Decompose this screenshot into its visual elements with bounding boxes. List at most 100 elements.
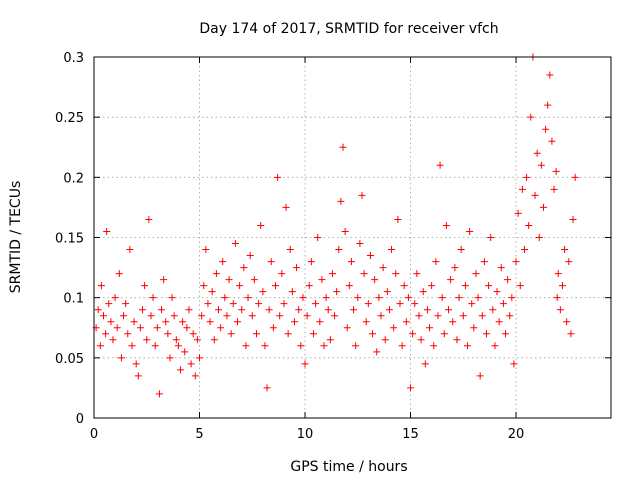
data-point	[563, 318, 571, 326]
data-point	[225, 276, 233, 284]
data-point	[434, 312, 442, 320]
data-point	[523, 173, 531, 181]
data-point	[474, 294, 482, 302]
data-point	[537, 161, 545, 169]
data-point	[274, 173, 282, 181]
data-point	[257, 221, 265, 229]
data-point	[301, 360, 309, 368]
data-point	[215, 306, 223, 314]
data-point	[569, 215, 577, 223]
data-point	[261, 342, 269, 350]
data-point	[520, 246, 528, 254]
data-point	[415, 312, 423, 320]
chart-title: Day 174 of 2017, SRMTID for receiver vfc…	[199, 21, 498, 37]
data-point	[206, 318, 214, 326]
data-point	[248, 312, 256, 320]
data-point	[314, 234, 322, 241]
data-point	[343, 324, 351, 332]
data-point	[288, 288, 296, 296]
data-point	[375, 294, 383, 302]
data-point	[305, 282, 313, 290]
data-point	[160, 276, 168, 284]
data-point	[407, 384, 415, 392]
y-tick-label: 0.15	[55, 232, 84, 247]
data-point	[499, 300, 507, 308]
data-point	[390, 324, 398, 332]
data-point	[124, 330, 132, 338]
x-axis-label: GPS time / hours	[290, 459, 407, 475]
data-point	[111, 294, 119, 302]
data-point	[128, 342, 136, 350]
data-point	[371, 276, 379, 284]
x-tick-label: 15	[402, 427, 419, 442]
data-point	[113, 324, 121, 332]
data-point	[480, 258, 488, 266]
data-point	[337, 197, 345, 205]
data-point	[455, 294, 463, 302]
gridlines	[94, 57, 611, 418]
data-point	[352, 342, 360, 350]
data-point	[392, 270, 400, 278]
data-point	[318, 276, 326, 284]
x-tick-label: 10	[297, 427, 314, 442]
data-point	[309, 330, 317, 338]
data-point	[210, 336, 218, 344]
data-point	[166, 354, 174, 362]
data-point	[99, 312, 107, 320]
data-point	[120, 312, 128, 320]
data-point	[556, 306, 564, 314]
data-point	[482, 330, 490, 338]
y-tick-label: 0.1	[63, 292, 84, 307]
data-point	[94, 306, 102, 314]
data-point	[548, 137, 556, 145]
data-point	[185, 306, 193, 314]
data-point	[546, 71, 554, 79]
data-point	[265, 306, 273, 314]
data-point	[358, 191, 366, 199]
data-point	[151, 342, 159, 350]
data-point	[544, 101, 552, 109]
data-point	[436, 161, 444, 169]
data-point	[322, 294, 330, 302]
data-point	[231, 240, 239, 248]
data-point	[212, 270, 220, 278]
data-point	[341, 227, 349, 235]
data-point	[485, 282, 493, 290]
data-point	[552, 167, 560, 175]
data-point	[320, 342, 328, 350]
data-point	[451, 264, 459, 272]
data-point	[107, 318, 115, 326]
data-point	[461, 282, 469, 290]
data-point	[525, 221, 533, 229]
data-point	[550, 185, 558, 193]
data-point	[286, 246, 294, 254]
data-point	[238, 306, 246, 314]
data-point	[233, 318, 241, 326]
data-point	[539, 203, 547, 211]
data-point	[554, 270, 562, 278]
data-point	[501, 330, 509, 338]
data-point	[139, 306, 147, 314]
data-point	[379, 264, 387, 272]
data-point	[174, 342, 182, 350]
data-point	[440, 330, 448, 338]
data-point	[97, 282, 105, 290]
data-point	[204, 300, 212, 308]
data-point	[470, 324, 478, 332]
data-point	[333, 288, 341, 296]
data-point	[267, 258, 275, 266]
data-point	[447, 276, 455, 284]
data-point	[533, 149, 541, 157]
data-point	[478, 312, 486, 320]
data-point	[411, 300, 419, 308]
data-point	[362, 318, 370, 326]
data-point	[198, 312, 206, 320]
data-point	[164, 330, 172, 338]
data-point	[282, 203, 290, 211]
data-point	[466, 227, 474, 235]
data-point	[377, 312, 385, 320]
data-point	[240, 264, 248, 272]
x-tick-label: 5	[195, 427, 203, 442]
data-point	[179, 318, 187, 326]
data-point	[409, 330, 417, 338]
